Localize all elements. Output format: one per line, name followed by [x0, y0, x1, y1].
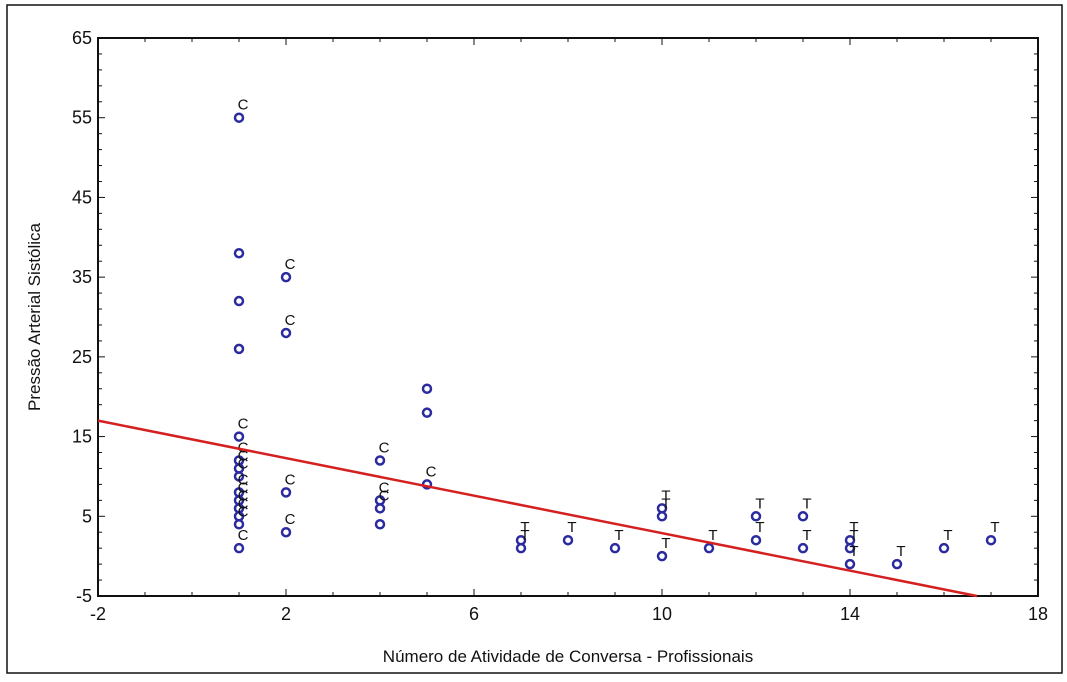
x-minor-ticks — [97, 38, 1039, 596]
x-tick-label: 2 — [281, 604, 291, 624]
data-point — [985, 534, 997, 546]
point-label: C — [285, 312, 296, 329]
data-point — [233, 519, 245, 530]
x-tick-label: 6 — [469, 604, 479, 624]
point-label: C — [238, 447, 249, 464]
y-tick-label: 5 — [82, 506, 92, 526]
y-tick-label: 45 — [72, 187, 92, 207]
data-point — [421, 407, 433, 418]
point-label: C — [238, 97, 249, 114]
data-point — [233, 112, 245, 123]
point-label: T — [661, 487, 670, 504]
point-label: C — [238, 487, 249, 504]
x-axis-title: Número de Atividade de Conversa - Profis… — [383, 647, 753, 666]
x-tick-label: 14 — [840, 604, 860, 624]
point-label: C — [285, 471, 296, 488]
point-label: T — [755, 495, 764, 512]
data-point — [844, 542, 856, 554]
point-label: T — [567, 519, 576, 536]
point-label: C — [285, 511, 296, 528]
point-label: T — [896, 543, 905, 560]
point-label: T — [755, 519, 764, 536]
data-point — [938, 542, 950, 554]
point-label: T — [661, 535, 670, 552]
data-point — [374, 519, 386, 530]
data-point — [280, 487, 292, 498]
point-label: C — [285, 256, 296, 273]
point-label: C — [238, 479, 249, 496]
data-point — [421, 383, 433, 394]
y-tick-labels: -5 5 15 25 35 45 55 65 — [72, 28, 92, 606]
y-tick-label: 35 — [72, 267, 92, 287]
point-label: T — [520, 527, 529, 544]
point-label: C — [238, 455, 249, 472]
data-point — [374, 455, 386, 466]
point-label: C — [379, 479, 390, 496]
point-label: T — [520, 519, 529, 536]
x-tick-labels: -2 2 6 10 14 18 — [90, 604, 1048, 624]
point-label: C — [238, 439, 249, 456]
x-tick-label: 10 — [652, 604, 672, 624]
point-label: C — [238, 471, 249, 488]
data-point — [656, 550, 668, 562]
data-point — [233, 247, 245, 259]
x-tick-label: 18 — [1028, 604, 1048, 624]
point-label: T — [849, 519, 858, 536]
point-label: C — [238, 527, 249, 544]
point-label: C — [238, 416, 249, 433]
point-label: C — [238, 503, 249, 520]
point-label: T — [943, 527, 952, 544]
point-label: C — [238, 495, 249, 512]
y-axis-title: Pressão Arterial Sistólica — [25, 222, 44, 411]
y-tick-label: 25 — [72, 347, 92, 367]
point-label: T — [849, 543, 858, 560]
data-point — [891, 558, 903, 570]
point-label: T — [661, 495, 670, 512]
point-label: C — [426, 463, 437, 480]
point-label: T — [708, 527, 717, 544]
data-point — [562, 534, 574, 546]
data-point — [280, 327, 292, 339]
data-point — [797, 511, 809, 522]
data-point — [797, 542, 809, 554]
data-point — [515, 542, 527, 554]
y-tick-label: 65 — [72, 28, 92, 48]
data-point — [233, 295, 245, 307]
data-point — [280, 526, 292, 538]
point-label: T — [990, 519, 999, 536]
point-label: T — [614, 527, 623, 544]
point-label: C — [379, 439, 390, 456]
y-minor-ticks — [98, 37, 1038, 597]
point-label: T — [802, 527, 811, 544]
data-point — [656, 511, 668, 522]
data-point — [233, 471, 245, 482]
data-points — [233, 112, 997, 570]
data-point — [844, 558, 856, 570]
point-label: T — [849, 527, 858, 544]
regression-line — [97, 419, 978, 598]
data-point — [703, 542, 715, 554]
data-point — [750, 534, 762, 546]
y-tick-label: 15 — [72, 427, 92, 447]
data-point — [280, 271, 292, 283]
data-point — [750, 511, 762, 522]
data-point — [374, 503, 386, 514]
x-tick-label: -2 — [90, 604, 106, 624]
point-label: T — [802, 495, 811, 512]
y-tick-label: -5 — [76, 586, 92, 606]
y-tick-label: 55 — [72, 108, 92, 128]
plot-area-frame — [97, 37, 1039, 597]
data-point — [233, 431, 245, 442]
data-point — [609, 542, 621, 554]
data-point — [233, 343, 245, 355]
point-label: C — [379, 487, 390, 504]
data-point — [233, 542, 245, 554]
